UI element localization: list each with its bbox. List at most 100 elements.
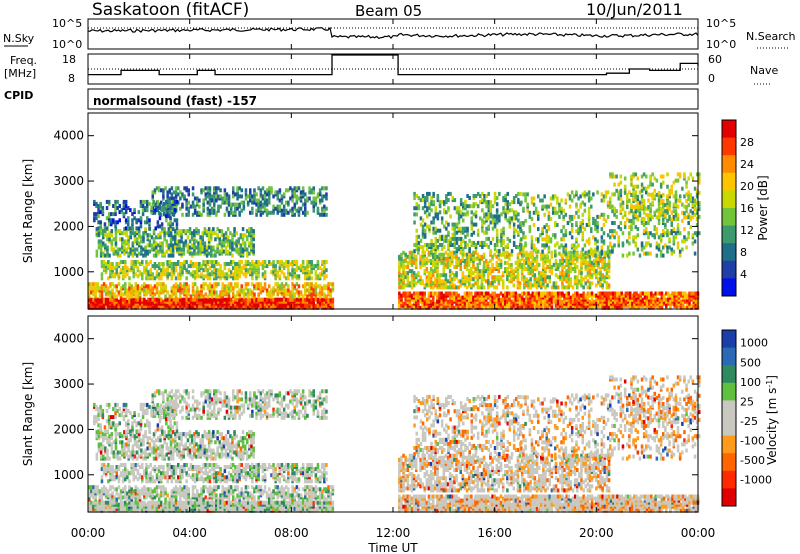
power-cell [160, 288, 163, 293]
power-cell [250, 235, 253, 240]
station-title: Saskatoon (fitACF) [92, 0, 249, 20]
power-cell [398, 299, 401, 304]
power-cell [198, 198, 201, 203]
power-cell [527, 303, 530, 308]
power-cell [404, 254, 407, 259]
power-cell [493, 285, 496, 290]
power-cell [153, 276, 157, 281]
power-cell [314, 297, 318, 302]
power-cell [438, 277, 441, 282]
power-cell [564, 212, 568, 217]
power-cell [219, 297, 222, 302]
power-cell [616, 297, 619, 302]
power-cell [263, 282, 267, 287]
power-cell [400, 303, 403, 308]
power-cell [444, 250, 448, 255]
power-cell [679, 305, 683, 310]
power-cell [206, 305, 210, 310]
power-cell [429, 279, 433, 284]
power-cell [618, 297, 621, 302]
power-cell [272, 210, 275, 215]
power-cell [152, 243, 156, 248]
power-cell [208, 266, 212, 271]
power-cell [182, 251, 186, 256]
power-cell [172, 284, 176, 289]
power-cell [127, 239, 130, 244]
power-cell [169, 239, 173, 244]
power-cell [329, 288, 333, 293]
power-cell [169, 237, 173, 242]
power-cell [198, 264, 201, 269]
power-cell [533, 273, 537, 278]
power-cell [98, 286, 102, 291]
power-cell [95, 249, 99, 254]
power-cell [478, 291, 482, 296]
power-cell [512, 283, 516, 288]
power-cell [97, 226, 100, 231]
power-cell [501, 297, 505, 302]
power-cell [184, 231, 188, 236]
power-cell [212, 227, 215, 232]
power-cell [185, 288, 188, 293]
power-cell [144, 231, 147, 236]
power-cell [459, 258, 463, 263]
power-cell [308, 284, 311, 289]
power-cell [404, 258, 407, 263]
power-cell [174, 294, 178, 299]
power-cell [301, 294, 305, 299]
power-cell [121, 241, 124, 246]
power-cell [138, 233, 141, 238]
power-cell [255, 260, 258, 264]
power-cell [316, 297, 320, 302]
power-cell [442, 260, 446, 265]
power-cell [436, 291, 439, 296]
power-cell [252, 245, 255, 250]
power-cell [157, 290, 161, 295]
power-cell [180, 249, 183, 254]
power-cell [306, 264, 309, 269]
power-cell [476, 204, 480, 209]
power-cell [466, 226, 469, 231]
power-cell [546, 293, 549, 298]
power-cell [88, 288, 91, 293]
power-cell [130, 268, 133, 273]
beam-label: Beam 05 [355, 2, 422, 20]
power-cell [242, 206, 246, 211]
power-cell [461, 252, 465, 257]
power-cell [569, 269, 573, 274]
power-cell [535, 267, 539, 271]
power-cell [493, 293, 496, 298]
power-cell [276, 196, 280, 201]
power-cell [167, 253, 171, 258]
power-cell [451, 299, 454, 304]
power-cell [234, 192, 237, 197]
power-cell [508, 256, 511, 261]
power-cell [417, 273, 420, 278]
power-cell [185, 301, 188, 306]
power-cell [255, 198, 258, 203]
power-cell [398, 271, 401, 276]
power-cell [510, 267, 513, 271]
power-cell [465, 275, 469, 280]
power-cell [489, 208, 493, 213]
power-cell [423, 283, 427, 288]
power-cell [569, 295, 573, 300]
power-cell [272, 194, 275, 199]
power-cell [172, 190, 176, 195]
power-cell [528, 210, 532, 215]
power-cell [308, 272, 311, 277]
power-cell [176, 247, 179, 252]
power-cell [193, 303, 197, 308]
power-cell [208, 272, 212, 277]
power-cell [241, 233, 245, 238]
power-cell [601, 293, 604, 298]
power-cell [200, 190, 203, 195]
power-cell [234, 274, 237, 279]
power-cell [213, 186, 216, 191]
power-cell [631, 301, 634, 306]
power-cell [635, 293, 638, 298]
power-cell [240, 303, 244, 308]
power-cell [304, 268, 307, 273]
power-cell [429, 299, 433, 304]
power-cell [556, 293, 560, 298]
